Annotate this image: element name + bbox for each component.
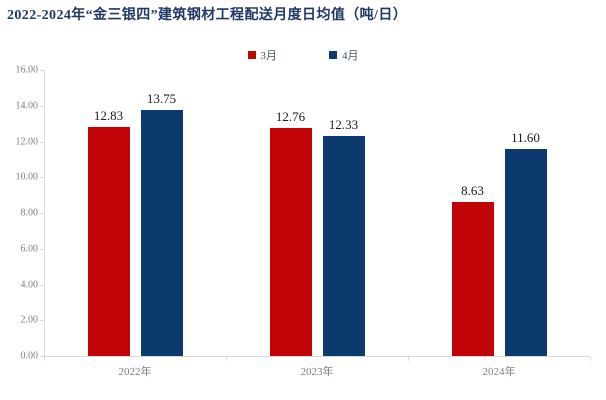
x-axis-tick-mark: [408, 357, 409, 361]
x-axis-tick-mark: [590, 357, 591, 361]
y-axis-line: [44, 70, 45, 357]
x-axis-category-label: 2024年: [482, 366, 516, 378]
bar-4月-2022年: [140, 110, 183, 356]
x-axis-tick-mark: [226, 357, 227, 361]
x-axis-tick-mark: [44, 357, 45, 361]
y-axis-tick-label: 10.00: [15, 171, 39, 183]
y-axis-tick-mark: [40, 213, 44, 214]
y-axis-tick-mark: [40, 105, 44, 107]
x-axis-line: [44, 356, 590, 357]
legend-label: 3月: [260, 50, 278, 62]
y-axis-tick-mark: [40, 70, 44, 71]
x-axis-category-label: 2023年: [300, 366, 334, 378]
y-axis-tick-mark: [40, 248, 44, 250]
y-axis-tick-label: 14.00: [15, 100, 39, 112]
y-axis-tick-label: 4.00: [20, 279, 39, 290]
y-axis-tick-label: 6.00: [20, 243, 39, 255]
bar-4月-2024年: [504, 148, 547, 356]
y-axis-tick-label: 16.00: [15, 64, 39, 76]
legend-swatch-icon: [329, 51, 337, 59]
y-axis-tick-label: 8.00: [20, 207, 39, 219]
y-axis-tick-mark: [40, 177, 44, 179]
bar-value-label: 11.60: [511, 129, 540, 145]
bar-value-label: 12.76: [275, 108, 306, 124]
bar-4月-2023年: [322, 135, 365, 356]
bar-value-label: 13.75: [146, 91, 177, 107]
bar-value-label: 12.33: [328, 116, 359, 132]
bar-3月-2022年: [87, 126, 130, 356]
x-axis-category-label: 2022年: [118, 366, 152, 378]
legend-item: 3月: [247, 47, 278, 63]
y-axis-tick-mark: [40, 141, 44, 143]
bar-value-label: 8.63: [461, 182, 484, 198]
bar-3月-2024年: [451, 201, 494, 356]
y-axis-tick-mark: [40, 356, 44, 357]
y-axis-tick-label: 0.00: [20, 350, 39, 362]
y-axis-tick-mark: [40, 320, 44, 322]
y-axis-tick-label: 12.00: [15, 136, 39, 147]
chart-legend: 3月 4月: [0, 47, 606, 63]
bar-3月-2023年: [269, 127, 312, 356]
chart-title: 2022-2024年“金三银四”建筑钢材工程配送月度日均值（吨/日）: [7, 8, 408, 23]
legend-label: 4月: [342, 50, 359, 62]
y-axis-tick-mark: [40, 284, 44, 286]
bar-value-label: 12.83: [93, 107, 124, 123]
legend-swatch-icon: [247, 51, 256, 59]
y-axis-tick-label: 2.00: [20, 314, 39, 326]
legend-item: 4月: [329, 47, 359, 63]
